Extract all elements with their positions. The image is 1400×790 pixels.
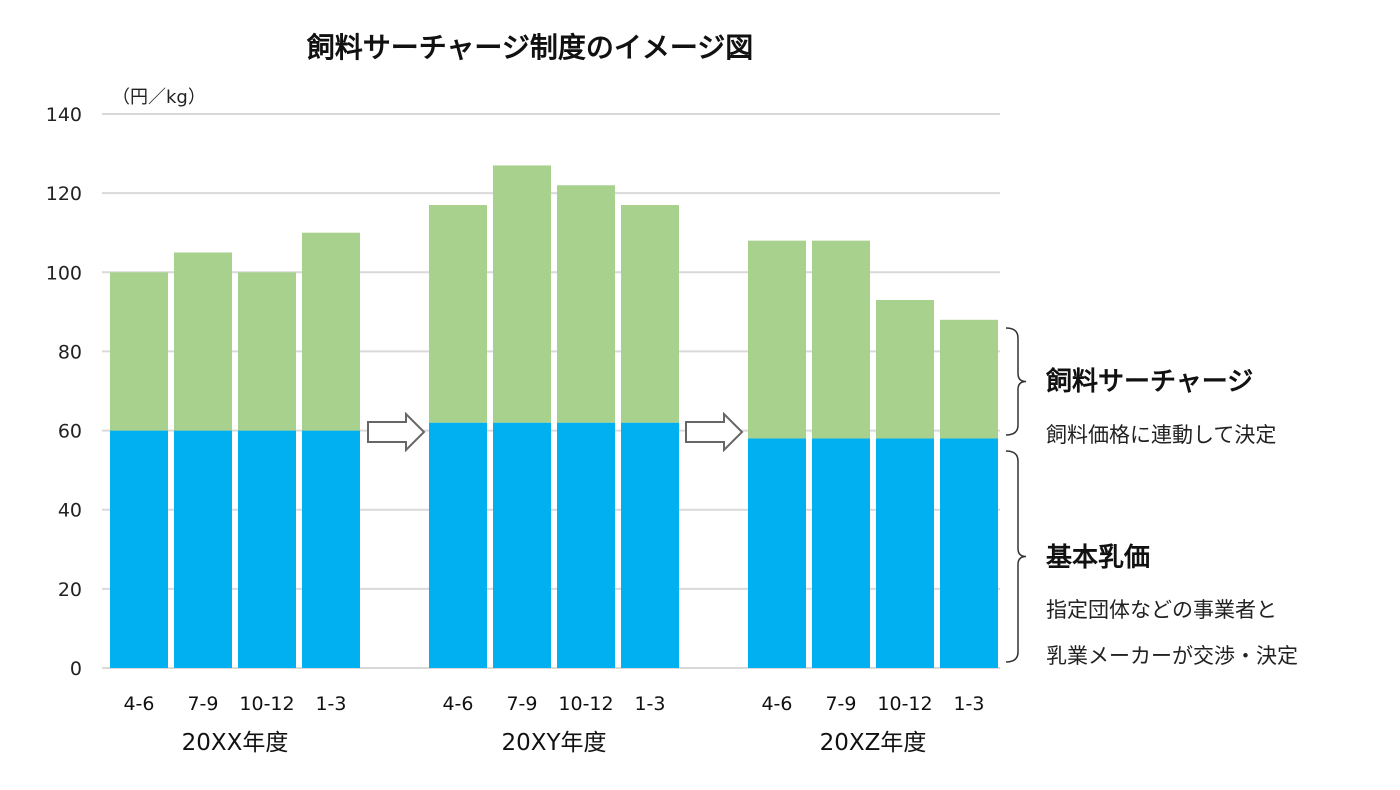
arrow-icon: [685, 411, 744, 453]
bar-segment-surcharge: [110, 272, 168, 431]
bar-segment-base: [493, 422, 551, 668]
bar-segment-surcharge: [940, 319, 998, 439]
annotation-braces: [1005, 327, 1027, 663]
y-tick-label: 60: [58, 421, 82, 443]
bar-segment-base: [812, 438, 870, 668]
y-tick-label: 20: [58, 579, 82, 601]
x-tick-label: 10-12: [877, 693, 932, 715]
bar-segment-surcharge: [429, 205, 487, 423]
y-tick-label: 120: [46, 183, 82, 205]
bar-segment-base: [302, 430, 360, 668]
bar-segment-surcharge: [557, 185, 615, 423]
bar-segment-base: [174, 430, 232, 668]
y-tick-label: 40: [58, 500, 82, 522]
bar-segment-surcharge: [812, 240, 870, 439]
surcharge-annotation-desc: 飼料価格に連動して決定: [1046, 423, 1276, 447]
bar-segment-base: [557, 422, 615, 668]
bar-segment-surcharge: [493, 165, 551, 423]
group-label: 20XX年度: [182, 730, 289, 756]
bar-segment-base: [940, 438, 998, 668]
bar-segment-surcharge: [302, 232, 360, 431]
base-annotation-desc-line2: 乳業メーカーが交渉・決定: [1046, 644, 1298, 668]
y-tick-label: 100: [46, 262, 82, 284]
y-tick-label: 80: [58, 341, 82, 363]
x-tick-label: 10-12: [558, 693, 613, 715]
arrow-icon: [367, 411, 426, 453]
bar-segment-base: [110, 430, 168, 668]
chart-title: 飼料サーチャージ制度のイメージ図: [307, 31, 754, 64]
bar-segment-base: [429, 422, 487, 668]
bar-segment-surcharge: [174, 252, 232, 431]
x-tick-label: 4-6: [761, 693, 792, 715]
y-unit-label: （円／kg）: [112, 87, 206, 108]
x-tick-label: 4-6: [123, 693, 154, 715]
x-tick-label: 4-6: [442, 693, 473, 715]
base-brace: [1005, 450, 1027, 663]
x-tick-label: 10-12: [239, 693, 294, 715]
y-axis-ticks: 0 20 40 60 80 100 120 140: [46, 104, 82, 680]
bar-segment-surcharge: [621, 205, 679, 423]
x-tick-label: 7-9: [187, 693, 218, 715]
base-annotation-desc-line1: 指定団体などの事業者と: [1046, 598, 1277, 622]
x-tick-label: 7-9: [506, 693, 537, 715]
bar-segment-surcharge: [876, 299, 934, 439]
base-annotation-title: 基本乳価: [1046, 543, 1150, 573]
x-axis-labels: 4-6 7-9 10-12 1-3 4-6 7-9 10-12 1-3 4-6 7-9 10-12 1…: [123, 693, 984, 715]
group-label: 20XY年度: [501, 730, 606, 756]
bar-segment-surcharge: [238, 272, 296, 431]
x-tick-label: 1-3: [315, 693, 346, 715]
y-tick-label: 0: [70, 658, 82, 680]
x-tick-label: 1-3: [953, 693, 984, 715]
transition-arrows: [367, 411, 744, 453]
group-label: 20XZ年度: [820, 730, 927, 756]
surcharge-annotation-title: 飼料サーチャージ: [1046, 366, 1253, 397]
x-tick-label: 1-3: [634, 693, 665, 715]
bars: [110, 165, 998, 668]
group-labels: 20XX年度 20XY年度 20XZ年度: [182, 730, 927, 756]
bar-segment-base: [748, 438, 806, 668]
x-tick-label: 7-9: [825, 693, 856, 715]
surcharge-brace: [1005, 327, 1027, 436]
bar-segment-base: [876, 438, 934, 668]
bar-segment-base: [238, 430, 296, 668]
bar-segment-surcharge: [748, 240, 806, 439]
bar-segment-base: [621, 422, 679, 668]
y-tick-label: 140: [46, 104, 82, 126]
